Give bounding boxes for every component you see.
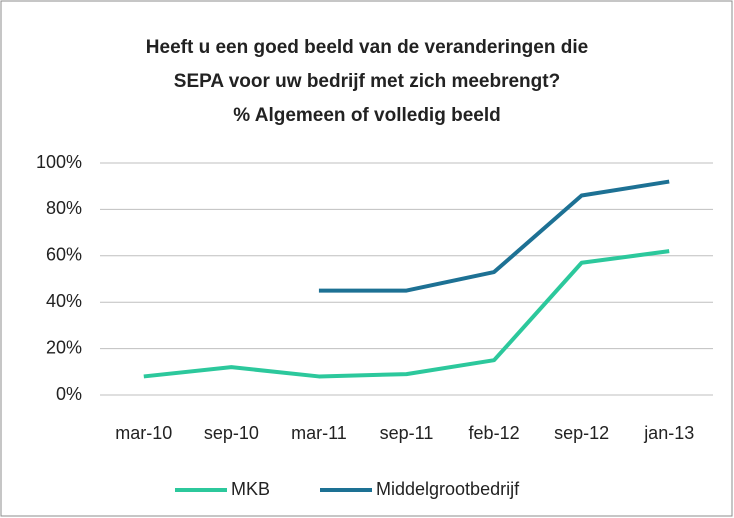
y-tick-label: 20%: [46, 337, 82, 357]
y-tick-label: 80%: [46, 198, 82, 218]
data-line: [318, 179, 670, 293]
chart-title: Heeft u een goed beeld van de veranderin…: [146, 37, 588, 58]
x-tick-label: sep-12: [554, 423, 609, 443]
x-tick-label: jan-13: [643, 423, 694, 443]
legend-label: MKB: [231, 479, 270, 499]
y-tick-label: 0%: [56, 384, 82, 404]
x-tick-label: mar-11: [291, 423, 347, 443]
y-tick-label: 100%: [36, 152, 82, 172]
chart-title: % Algemeen of volledig beeld: [233, 105, 500, 126]
x-tick-label: sep-10: [204, 423, 259, 443]
legend-label: Middelgrootbedrijf: [376, 479, 520, 499]
y-tick-label: 60%: [46, 245, 82, 265]
x-tick-label: feb-12: [469, 423, 520, 443]
y-tick-label: 40%: [46, 291, 82, 311]
chart-title: SEPA voor uw bedrijf met zich meebrengt?: [174, 71, 560, 92]
data-line: [143, 249, 670, 379]
x-tick-label: sep-11: [380, 423, 434, 443]
x-tick-label: mar-10: [115, 423, 172, 443]
